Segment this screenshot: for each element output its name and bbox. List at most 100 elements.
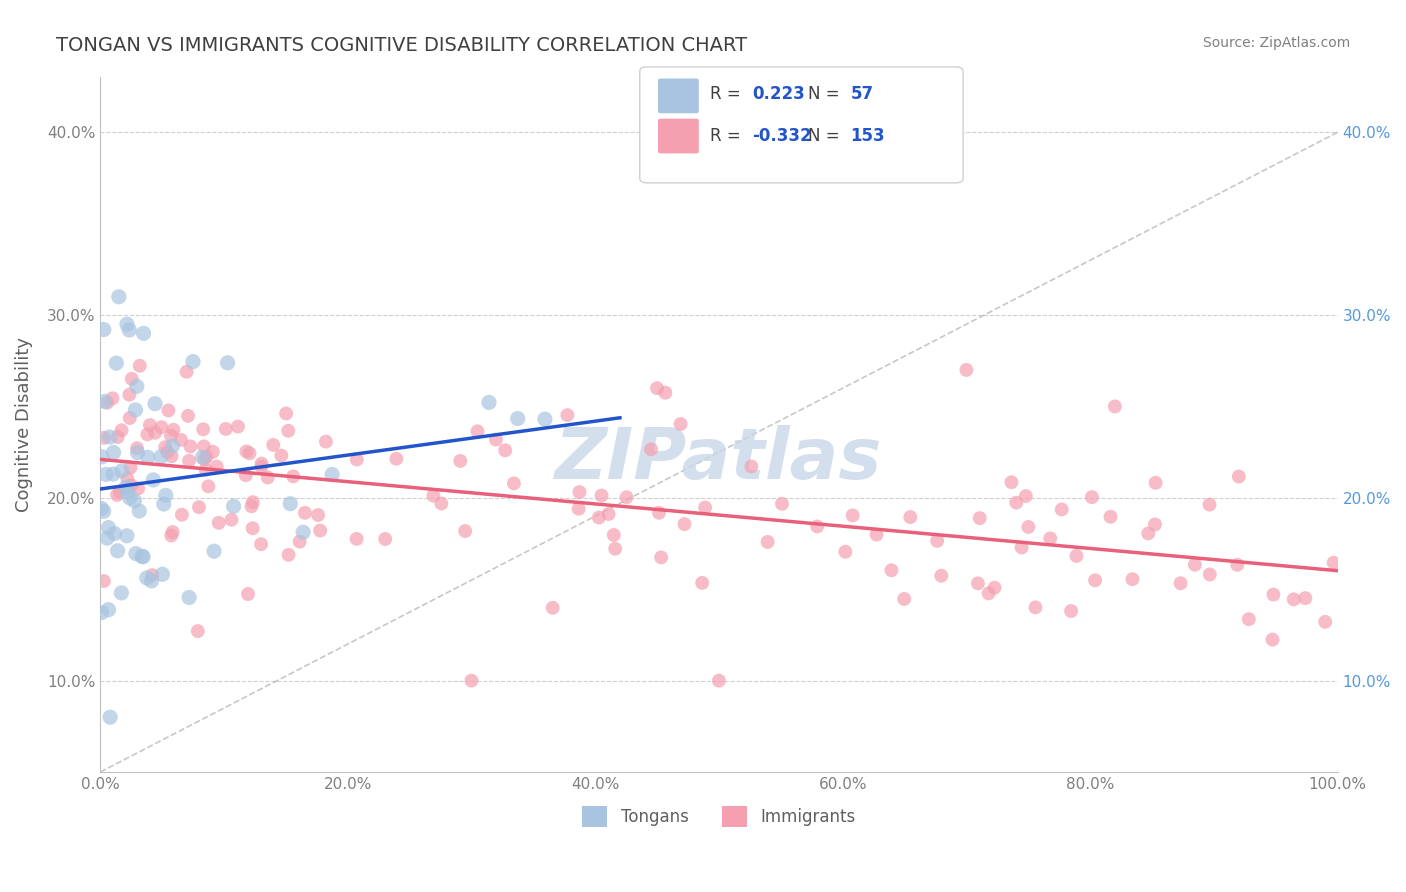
Immigrants: [591, 489, 613, 503]
Immigrants: [1039, 532, 1062, 546]
Tongans: [162, 439, 184, 453]
Text: N =: N =: [808, 127, 845, 145]
Tongans: [191, 450, 214, 465]
Immigrants: [598, 507, 620, 521]
Tongans: [90, 606, 112, 620]
Immigrants: [1261, 632, 1284, 647]
Tongans: [105, 356, 128, 370]
Tongans: [128, 504, 150, 518]
Immigrants: [1084, 574, 1107, 588]
Immigrants: [1294, 591, 1316, 606]
Immigrants: [503, 476, 526, 491]
Immigrants: [215, 422, 238, 436]
Tongans: [124, 493, 146, 508]
Immigrants: [603, 528, 626, 542]
Immigrants: [141, 568, 163, 582]
Immigrants: [1024, 600, 1046, 615]
Immigrants: [105, 488, 128, 502]
Immigrants: [121, 372, 143, 386]
Immigrants: [834, 545, 856, 559]
Immigrants: [927, 533, 949, 548]
Immigrants: [673, 517, 696, 532]
Immigrants: [205, 459, 228, 474]
Immigrants: [162, 524, 184, 539]
Immigrants: [235, 444, 257, 458]
Immigrants: [485, 433, 508, 447]
Immigrants: [929, 568, 952, 582]
Immigrants: [110, 423, 132, 437]
Immigrants: [277, 548, 299, 562]
Immigrants: [695, 500, 717, 515]
Immigrants: [193, 452, 215, 467]
Immigrants: [1143, 517, 1166, 532]
Immigrants: [208, 516, 231, 530]
Tongans: [101, 467, 124, 482]
Immigrants: [307, 508, 329, 522]
Immigrants: [250, 457, 273, 471]
Immigrants: [309, 524, 332, 538]
Tongans: [155, 488, 177, 502]
Immigrants: [276, 407, 298, 421]
Immigrants: [238, 446, 260, 460]
Immigrants: [283, 469, 305, 483]
Immigrants: [1315, 615, 1337, 629]
Text: ZIPatlas: ZIPatlas: [555, 425, 883, 494]
Immigrants: [1184, 558, 1206, 572]
Immigrants: [640, 442, 662, 457]
Immigrants: [770, 497, 793, 511]
Immigrants: [568, 485, 591, 500]
Tongans: [292, 525, 315, 540]
Tongans: [118, 323, 141, 337]
Immigrants: [893, 591, 915, 606]
Immigrants: [740, 459, 762, 474]
Immigrants: [880, 563, 903, 577]
Immigrants: [1263, 588, 1285, 602]
Immigrants: [955, 363, 977, 377]
Tongans: [202, 544, 225, 558]
Immigrants: [1000, 475, 1022, 490]
Tongans: [111, 464, 134, 478]
Immigrants: [101, 392, 124, 406]
Immigrants: [1066, 549, 1088, 563]
Immigrants: [898, 510, 921, 524]
Immigrants: [648, 506, 671, 520]
Immigrants: [160, 428, 183, 442]
Immigrants: [494, 443, 516, 458]
Immigrants: [236, 587, 259, 601]
Immigrants: [187, 624, 209, 638]
Immigrants: [153, 440, 176, 454]
Immigrants: [170, 508, 193, 522]
Tongans: [132, 549, 155, 564]
Immigrants: [120, 460, 142, 475]
Immigrants: [669, 417, 692, 431]
Immigrants: [270, 449, 292, 463]
Immigrants: [221, 513, 243, 527]
Y-axis label: Cognitive Disability: Cognitive Disability: [15, 337, 32, 512]
Immigrants: [1060, 604, 1083, 618]
Immigrants: [294, 506, 316, 520]
Immigrants: [1237, 612, 1260, 626]
Tongans: [96, 531, 118, 545]
Tongans: [152, 567, 174, 582]
Tongans: [136, 450, 159, 465]
Immigrants: [1104, 400, 1126, 414]
Immigrants: [188, 500, 211, 515]
Immigrants: [645, 381, 668, 395]
Immigrants: [1323, 556, 1346, 570]
Immigrants: [93, 574, 115, 588]
Tongans: [478, 395, 501, 409]
Immigrants: [117, 471, 139, 485]
Immigrants: [128, 359, 150, 373]
Tongans: [115, 529, 138, 543]
Immigrants: [125, 441, 148, 455]
Immigrants: [1137, 526, 1160, 541]
Immigrants: [1282, 592, 1305, 607]
Legend: Tongans, Immigrants: Tongans, Immigrants: [575, 799, 862, 833]
Tongans: [506, 411, 529, 425]
Immigrants: [865, 527, 887, 541]
Text: 57: 57: [851, 85, 873, 103]
Immigrants: [193, 422, 215, 436]
Tongans: [152, 497, 174, 511]
Tongans: [217, 356, 239, 370]
Tongans: [97, 520, 120, 534]
